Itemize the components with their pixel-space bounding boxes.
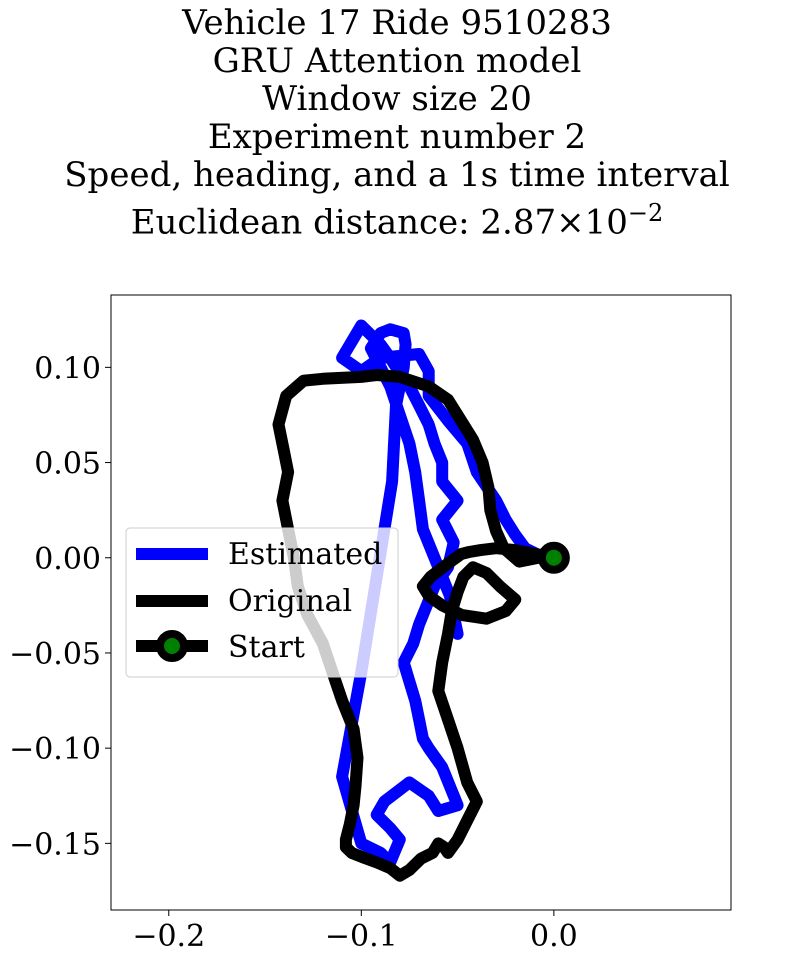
distance-exponent: −2 — [627, 199, 664, 227]
legend: Estimated Original Start — [125, 527, 399, 678]
plot-area — [272, 319, 570, 882]
y-tick-label: −0.05 — [9, 637, 101, 672]
legend-swatch-start-marker — [156, 630, 188, 662]
title-line-4: Experiment number 2 — [207, 117, 587, 157]
legend-label-original: Original — [228, 584, 352, 619]
legend-label-start: Start — [228, 630, 305, 665]
chart-title: Vehicle 17 Ride 9510283 GRU Attention mo… — [0, 4, 794, 241]
y-axis: 0.10 0.05 0.00 −0.05 −0.10 −0.15 — [9, 351, 111, 862]
x-tick-label: 0.0 — [530, 919, 578, 954]
title-line-3: Window size 20 — [262, 79, 532, 119]
y-tick-label: −0.10 — [9, 732, 101, 767]
distance-times: × — [556, 202, 585, 243]
title-line-5: Speed, heading, and a 1s time interval — [64, 155, 730, 195]
y-tick-label: 0.05 — [34, 447, 101, 482]
title-line-1: Vehicle 17 Ride 9510283 — [182, 3, 612, 43]
title-line-2: GRU Attention model — [212, 41, 582, 81]
plot-frame — [110, 294, 732, 911]
y-tick-label: −0.15 — [9, 827, 101, 862]
series-line-estimated — [336, 319, 560, 869]
legend-frame — [125, 527, 399, 678]
legend-label-estimated: Estimated — [228, 537, 382, 572]
distance-mantissa: 2.87 — [480, 202, 557, 243]
x-tick-label: −0.2 — [132, 919, 205, 954]
title-line-6: Euclidean distance: 2.87×10−2 — [0, 194, 794, 241]
y-tick-label: 0.10 — [34, 351, 101, 386]
start-marker — [537, 541, 570, 574]
distance-base: 10 — [584, 202, 628, 243]
x-axis: −0.2 −0.1 0.0 — [132, 910, 578, 954]
distance-prefix: Euclidean distance: — [130, 202, 481, 243]
y-tick-label: 0.00 — [34, 542, 101, 577]
x-tick-label: −0.1 — [325, 919, 398, 954]
series-line-original — [272, 369, 560, 882]
